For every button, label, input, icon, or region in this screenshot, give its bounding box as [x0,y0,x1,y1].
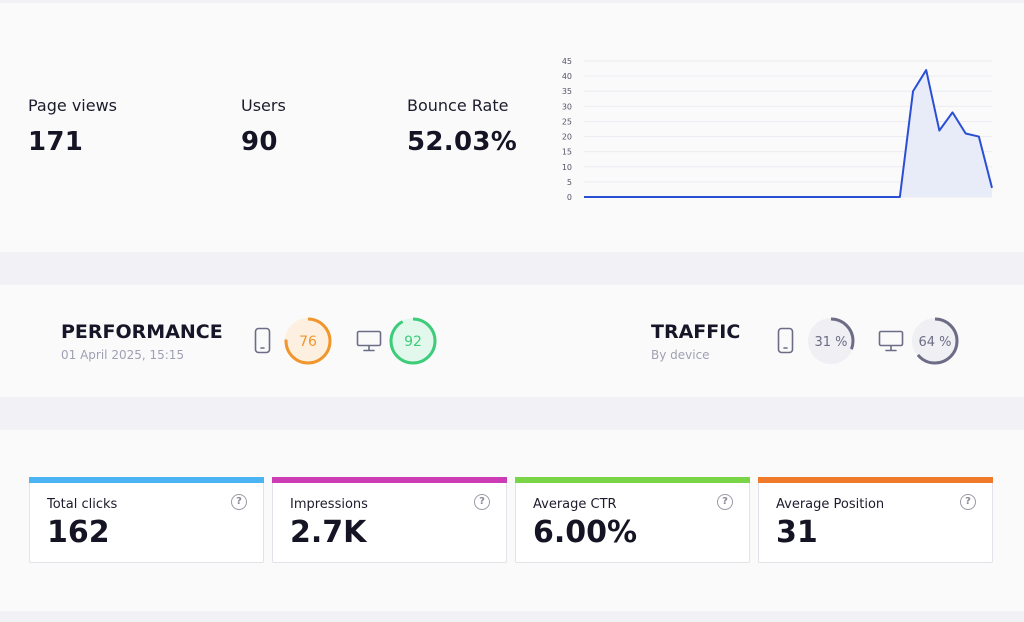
stat-label: Users [241,96,286,115]
gauge-track [285,318,331,364]
stats-panel: Page views 171 Users 90 Bounce Rate 52.0… [0,3,1024,252]
card-average-ctr: Average CTR 6.00% ? [515,477,750,563]
chart-line [584,69,993,198]
card-average-position: Average Position 31 ? [758,477,993,563]
y-tick-label: 15 [562,148,572,157]
y-tick-label: 35 [562,87,572,96]
card-total-clicks: Total clicks 162 ? [29,477,264,563]
card-value: 6.00% [533,515,638,550]
traffic-chart: 0 5 10 15 20 25 30 35 40 45 [562,57,993,202]
y-tick-label: 0 [567,193,572,202]
gauge-arc [389,317,437,365]
help-icon[interactable]: ? [960,494,976,510]
stat-value: 52.03% [407,127,518,157]
mobile-icon [777,327,794,354]
gauge-value: 64 % [918,335,951,350]
gauge-track [808,318,854,364]
card-label: Impressions [290,497,368,512]
traffic-subtitle: By device [651,348,710,362]
performance-panel: PERFORMANCE 01 April 2025, 15:15 76 92 T… [0,285,1024,397]
desktop-icon [356,330,382,352]
gauge-value: 31 % [814,335,847,350]
chart-grid [584,60,992,198]
y-tick-label: 10 [562,163,572,172]
gauge-track [390,318,436,364]
card-value: 2.7K [290,515,367,550]
search-console-panel: Total clicks 162 ? Impressions 2.7K ? Av… [0,430,1024,611]
card-accent-bar [758,477,993,483]
gauge-track [912,318,958,364]
card-accent-bar [515,477,750,483]
traffic-title: TRAFFIC [651,321,741,343]
traffic-mobile-gauge: 31 % [807,317,855,365]
stat-bounce-rate: Bounce Rate 52.03% [407,96,517,157]
card-impressions: Impressions 2.7K ? [272,477,507,563]
stat-value: 171 [28,127,84,157]
y-tick-label: 45 [562,57,572,66]
y-tick-label: 20 [562,133,572,142]
card-value: 162 [47,515,110,550]
help-icon[interactable]: ? [717,494,733,510]
chart-y-ticks: 0 5 10 15 20 25 30 35 40 45 [562,57,572,202]
y-tick-label: 30 [562,102,572,111]
card-value: 31 [776,515,818,550]
gauge-value: 92 [404,334,422,350]
chart-area [584,70,992,197]
gauge-arc [807,317,855,365]
card-label: Total clicks [47,497,118,512]
help-icon[interactable]: ? [474,494,490,510]
card-label: Average Position [776,497,885,512]
gauge-arc [284,317,332,365]
performance-mobile-gauge: 76 [284,317,332,365]
gauge-arc [911,317,959,365]
performance-desktop-gauge: 92 [389,317,437,365]
stat-label: Page views [28,96,117,115]
y-tick-label: 40 [562,72,572,81]
card-accent-bar [272,477,507,483]
performance-date: 01 April 2025, 15:15 [61,348,185,362]
help-icon[interactable]: ? [231,494,247,510]
gauge-value: 76 [299,334,317,350]
card-accent-bar [29,477,264,483]
desktop-icon [878,330,904,352]
stat-users: Users 90 [241,96,286,157]
y-tick-label: 25 [562,117,572,126]
traffic-desktop-gauge: 64 % [911,317,959,365]
stat-label: Bounce Rate [407,96,509,115]
card-label: Average CTR [533,497,617,512]
stat-page-views: Page views 171 [28,96,117,157]
stat-value: 90 [241,127,278,157]
mobile-icon [254,327,271,354]
performance-title: PERFORMANCE [61,321,223,343]
y-tick-label: 5 [567,178,572,187]
